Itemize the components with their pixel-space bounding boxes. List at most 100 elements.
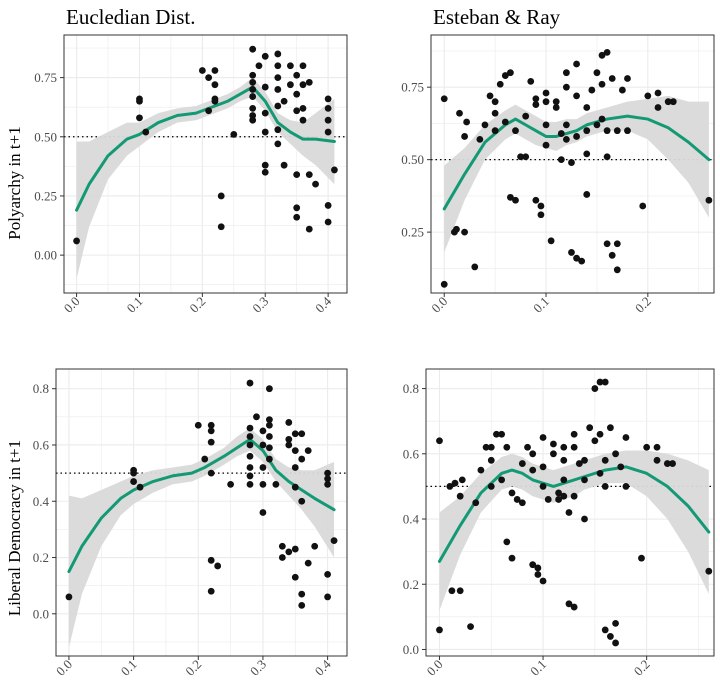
panel-title-eucledian: Eucledian Dist. bbox=[66, 5, 195, 29]
data-point bbox=[298, 497, 306, 505]
data-point bbox=[299, 81, 307, 89]
data-point bbox=[570, 603, 578, 611]
data-point bbox=[534, 571, 542, 578]
data-point bbox=[653, 456, 661, 464]
data-point bbox=[272, 480, 280, 488]
data-point bbox=[607, 424, 614, 432]
data-point bbox=[570, 430, 578, 438]
data-point bbox=[613, 240, 621, 248]
data-point bbox=[562, 69, 570, 77]
data-point bbox=[461, 228, 468, 236]
data-point bbox=[249, 93, 257, 100]
data-point bbox=[622, 483, 630, 490]
data-point bbox=[591, 385, 599, 392]
data-point bbox=[573, 254, 580, 262]
data-point bbox=[596, 430, 604, 438]
data-point bbox=[198, 67, 206, 74]
data-point bbox=[544, 496, 552, 503]
data-point bbox=[562, 135, 570, 143]
data-point bbox=[539, 577, 547, 585]
data-point bbox=[304, 559, 312, 567]
data-point bbox=[565, 509, 573, 516]
data-point bbox=[617, 463, 625, 471]
data-point bbox=[669, 98, 677, 106]
confidence-band bbox=[439, 450, 709, 611]
smooth-fit-line bbox=[67, 437, 336, 574]
data-point bbox=[578, 257, 586, 265]
data-point bbox=[255, 62, 263, 70]
data-point bbox=[583, 150, 591, 158]
data-point bbox=[266, 421, 273, 429]
data-point bbox=[598, 51, 606, 59]
data-point bbox=[477, 466, 485, 474]
data-point bbox=[501, 118, 509, 126]
data-point bbox=[550, 440, 557, 448]
data-point bbox=[552, 104, 560, 111]
data-point bbox=[573, 133, 580, 140]
data-point bbox=[639, 202, 647, 210]
confidence-band bbox=[76, 77, 335, 279]
data-point bbox=[330, 537, 338, 545]
data-point bbox=[643, 443, 651, 451]
data-point bbox=[293, 171, 301, 179]
data-point bbox=[547, 237, 555, 245]
data-point bbox=[280, 161, 288, 169]
data-point bbox=[461, 133, 468, 140]
data-point bbox=[249, 86, 257, 93]
data-point bbox=[542, 89, 550, 97]
data-point bbox=[227, 480, 235, 488]
x-tick-label: 0.1 bbox=[530, 294, 552, 316]
data-point bbox=[451, 479, 459, 487]
data-point bbox=[517, 153, 524, 161]
data-point bbox=[211, 81, 219, 89]
data-point bbox=[259, 509, 267, 516]
data-point bbox=[136, 483, 144, 491]
data-point bbox=[591, 437, 599, 445]
data-point bbox=[249, 45, 257, 53]
data-point bbox=[246, 464, 254, 471]
confidence-band bbox=[444, 95, 709, 253]
data-point bbox=[207, 421, 215, 429]
data-point bbox=[560, 476, 568, 484]
data-point bbox=[622, 434, 630, 441]
data-point bbox=[293, 90, 301, 98]
data-point bbox=[471, 263, 479, 271]
data-point bbox=[503, 538, 511, 546]
data-point bbox=[456, 109, 463, 117]
data-point bbox=[581, 456, 588, 464]
data-point bbox=[448, 587, 456, 595]
data-point bbox=[560, 443, 568, 451]
data-point bbox=[298, 601, 306, 609]
data-point bbox=[436, 437, 443, 445]
data-point bbox=[624, 75, 631, 82]
data-point bbox=[217, 223, 225, 231]
data-point bbox=[562, 121, 570, 129]
data-point bbox=[324, 469, 331, 477]
data-point bbox=[524, 443, 531, 451]
data-point bbox=[598, 80, 606, 88]
data-point bbox=[512, 127, 519, 135]
panel-border bbox=[430, 34, 715, 294]
data-point bbox=[274, 86, 282, 93]
data-point bbox=[291, 464, 299, 471]
panel-title-esteban-ray: Esteban & Ray bbox=[433, 5, 561, 29]
x-tick-label: 0.2 bbox=[632, 294, 654, 316]
data-point bbox=[557, 156, 565, 164]
data-point bbox=[512, 196, 519, 204]
data-point bbox=[507, 69, 514, 77]
data-point bbox=[669, 460, 676, 467]
panel-libdem-eucledian: Liberal Democracy in t+1 0.0 0.2 0.4 0.6 0.8… bbox=[5, 368, 348, 679]
data-point bbox=[522, 153, 530, 161]
data-point bbox=[285, 419, 293, 426]
data-point bbox=[593, 121, 601, 129]
data-point bbox=[581, 476, 588, 484]
data-point bbox=[293, 204, 301, 212]
data-point bbox=[508, 554, 516, 562]
data-point bbox=[539, 434, 547, 441]
data-point bbox=[532, 95, 540, 103]
y-tick-label: 0.00 bbox=[34, 248, 57, 263]
data-point bbox=[522, 112, 530, 120]
data-point bbox=[612, 450, 619, 458]
data-point bbox=[261, 83, 269, 91]
data-point bbox=[601, 626, 609, 634]
